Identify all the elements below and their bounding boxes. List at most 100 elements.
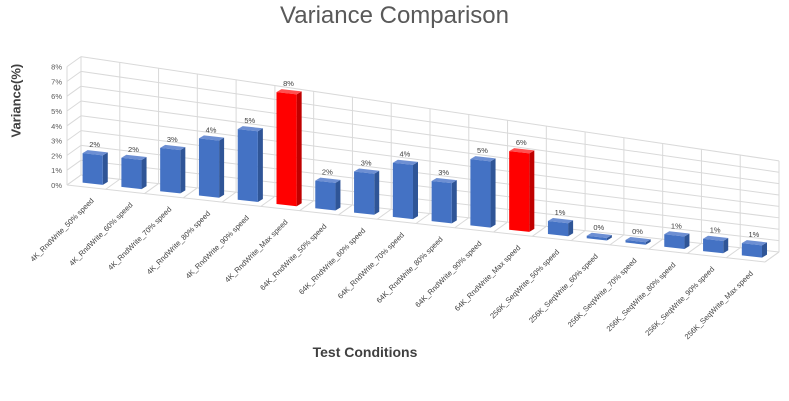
- category-label: 256K_SeqWrite_80% speed: [605, 260, 678, 333]
- data-labels: 2% 2% 3% 4% 5% 8% 2% 3% 4% 3% 5% 6% 1% 0% 0% 1% 1% 1%: [89, 79, 759, 239]
- gridline-left-5: [66, 100, 82, 112]
- bar-front: [198, 138, 220, 198]
- bar-0: [82, 150, 108, 185]
- data-label: 0%: [593, 223, 604, 232]
- gridline-left-4: [66, 115, 82, 127]
- bar-side: [761, 242, 767, 258]
- bar-front: [354, 171, 375, 215]
- bar-top: [431, 177, 457, 184]
- data-label: 1%: [671, 221, 682, 230]
- floor-divider-15: [648, 238, 663, 250]
- data-label: 8%: [283, 79, 294, 88]
- bar-top: [82, 150, 108, 156]
- y-tick-label: 1%: [51, 166, 62, 175]
- data-label: 4%: [206, 125, 217, 134]
- floor-divider-11: [493, 221, 508, 233]
- data-label: 1%: [710, 226, 721, 235]
- bar-top: [741, 240, 767, 246]
- bar-top: [121, 154, 147, 160]
- bar-top: [547, 218, 574, 224]
- bar-side: [219, 137, 225, 198]
- bar-top: [703, 235, 729, 241]
- bar-top: [198, 135, 225, 141]
- bar-12: [547, 218, 574, 237]
- y-tick-label: 7%: [51, 77, 62, 86]
- category-label: 256K_SeqWrite_60% speed: [527, 252, 600, 325]
- bar-side: [568, 220, 574, 237]
- floor-divider-5: [260, 195, 276, 207]
- bar-side: [257, 128, 263, 202]
- floor-divider-8: [376, 208, 392, 220]
- y-tick-label: 5%: [51, 107, 62, 116]
- bar-13: [586, 232, 612, 241]
- bar-15: [664, 231, 690, 250]
- floor-divider-7: [338, 204, 353, 216]
- bar-side: [180, 147, 186, 194]
- floor-divider-1: [105, 178, 121, 190]
- data-label: 3%: [361, 159, 372, 168]
- bar-top: [237, 126, 263, 132]
- bar-side: [412, 161, 418, 220]
- data-label: 5%: [244, 116, 255, 125]
- bar-side: [141, 156, 147, 190]
- bar-front: [547, 221, 569, 237]
- bar-front: [160, 147, 181, 194]
- bar-top: [470, 156, 496, 162]
- chart-title: Variance Comparison: [280, 2, 509, 29]
- gridline-left-8: [66, 56, 82, 68]
- bars: [82, 89, 767, 258]
- y-tick-label: 0%: [51, 181, 62, 190]
- floor-divider-17: [725, 247, 741, 259]
- bar-front: [741, 243, 762, 258]
- bar-front: [470, 159, 491, 228]
- data-label: 1%: [555, 208, 566, 217]
- bar-front: [82, 153, 103, 185]
- gridline-left-2: [66, 144, 82, 156]
- bar-2: [160, 144, 186, 194]
- y-tick-label: 4%: [51, 122, 62, 131]
- bar-side: [723, 237, 729, 254]
- data-label: 2%: [89, 140, 100, 149]
- bar-front: [664, 234, 685, 250]
- bar-front: [509, 151, 530, 232]
- bar-4: [237, 126, 263, 202]
- floor-divider-12: [532, 225, 547, 237]
- bar-7: [354, 168, 380, 215]
- data-label: 1%: [748, 230, 759, 239]
- floor-divider-14: [609, 234, 625, 246]
- floor-divider-13: [570, 230, 586, 242]
- floor-divider-0: [66, 174, 82, 186]
- bar-side: [645, 239, 651, 245]
- bar-front: [237, 129, 258, 202]
- bar-side: [102, 152, 108, 185]
- data-label: 2%: [322, 168, 333, 177]
- data-label: 2%: [128, 145, 139, 154]
- category-label: 256K_SeqWrite_50% speed: [488, 248, 561, 321]
- bar-3: [198, 135, 225, 198]
- bar-front: [431, 180, 452, 224]
- data-label: 3%: [167, 135, 178, 144]
- grid-layer: [66, 56, 780, 263]
- y-tick-label: 6%: [51, 92, 62, 101]
- bar-top: [392, 159, 418, 165]
- bar-14: [625, 237, 651, 245]
- bar-side: [490, 158, 496, 228]
- data-label: 6%: [516, 138, 527, 147]
- bar-16: [703, 235, 729, 254]
- bar-front: [121, 157, 142, 190]
- y-tick-label: 3%: [51, 137, 62, 146]
- bar-side: [296, 91, 302, 207]
- floor-divider-4: [221, 191, 237, 203]
- floor-divider-3: [183, 187, 198, 199]
- gridline-left-7: [66, 70, 82, 82]
- x-axis-label: Test Conditions: [312, 344, 418, 360]
- bar-front: [703, 238, 724, 254]
- floor-divider-16: [687, 243, 702, 254]
- gridline-left-6: [66, 85, 82, 97]
- bar-side: [335, 179, 341, 211]
- data-label: 0%: [632, 227, 643, 236]
- bar-9: [431, 177, 457, 224]
- y-tick-labels: 0% 1% 2% 3% 4% 5% 6% 7% 8%: [51, 63, 62, 190]
- bar-side: [451, 180, 457, 224]
